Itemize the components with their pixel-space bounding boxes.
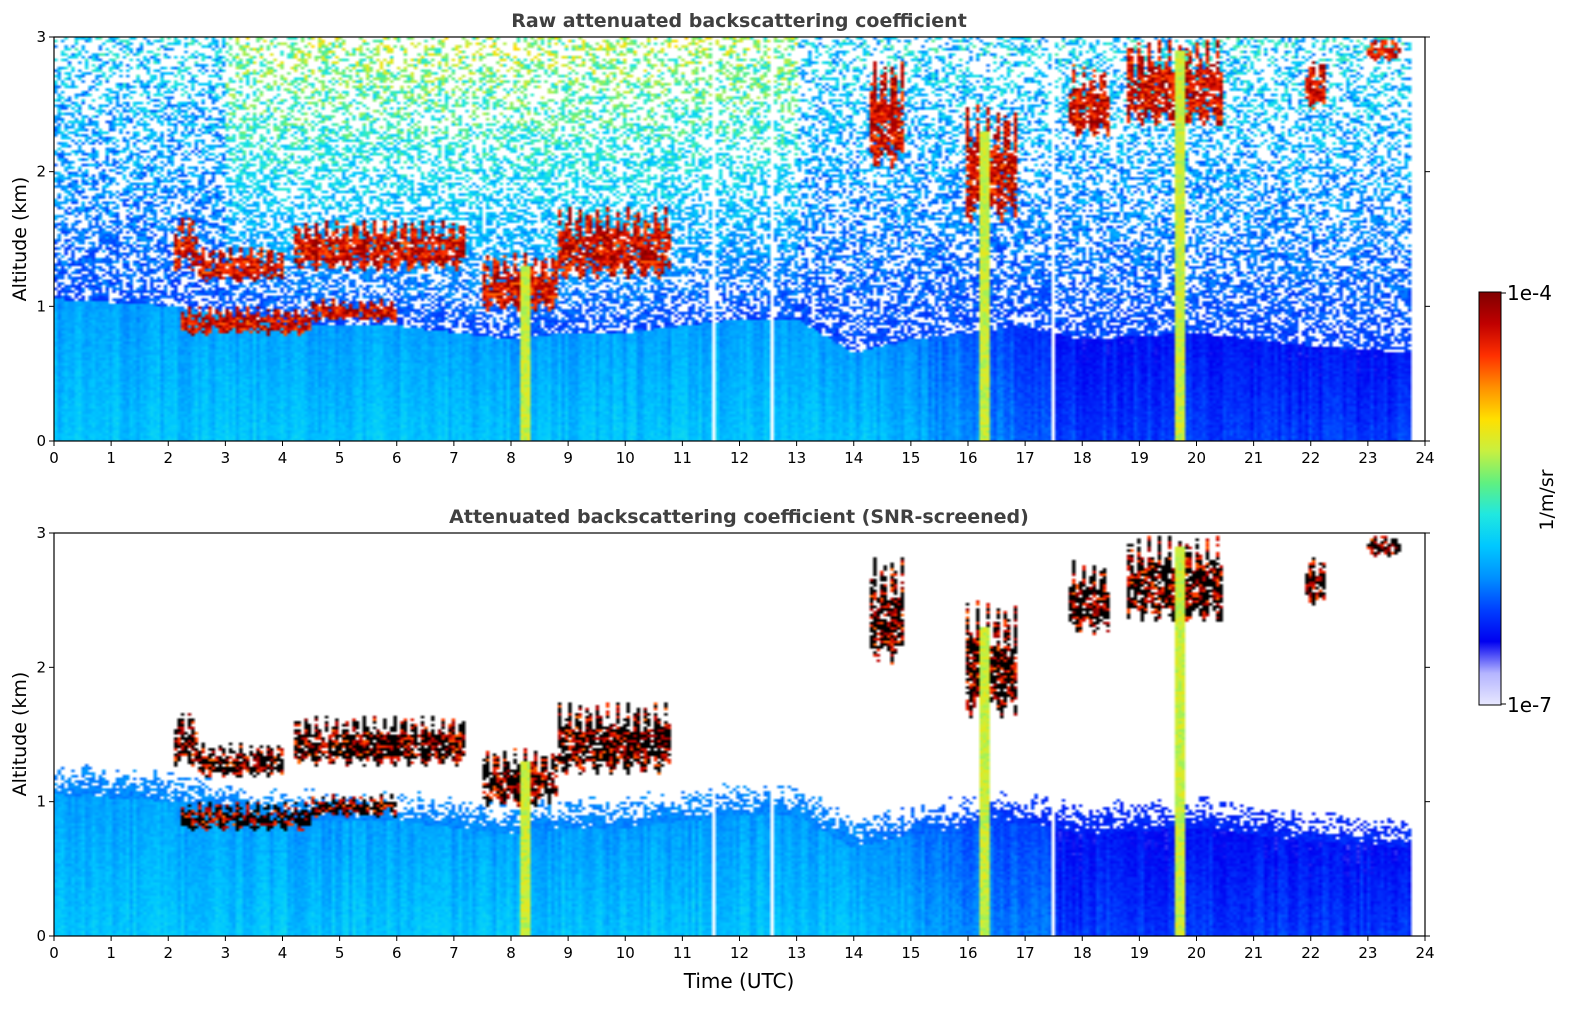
x-tick-label: 11 bbox=[673, 944, 692, 962]
x-tick-label: 11 bbox=[673, 449, 692, 467]
x-tick-label: 1 bbox=[106, 449, 116, 467]
x-tick-label: 5 bbox=[335, 449, 345, 467]
x-tick-label: 0 bbox=[49, 944, 59, 962]
x-tick-label: 3 bbox=[221, 944, 231, 962]
y-tick-label: 2 bbox=[36, 163, 46, 181]
panel-raw-ylabel: Altitude (km) bbox=[9, 177, 31, 302]
panel-raw-axes: 0 1 2 3 4 5 6 7 8 9 10 11 12 13 14 15 16 17 18 19 20 21 22 23 24… bbox=[36, 28, 1434, 467]
x-tick-label: 5 bbox=[335, 944, 345, 962]
panel-raw-heatmap bbox=[54, 37, 1425, 441]
x-tick-label: 15 bbox=[901, 449, 920, 467]
x-tick-label: 23 bbox=[1358, 449, 1377, 467]
x-tick-label: 6 bbox=[392, 944, 402, 962]
x-tick-label: 9 bbox=[563, 944, 573, 962]
y-tick-label: 3 bbox=[36, 28, 46, 46]
x-tick-label: 20 bbox=[1187, 944, 1206, 962]
panel-screened-title: Attenuated backscattering coefficient (S… bbox=[449, 506, 1029, 528]
panel-screened-heatmap bbox=[54, 533, 1425, 936]
x-tick-label: 10 bbox=[616, 944, 635, 962]
x-tick-label: 16 bbox=[958, 449, 977, 467]
y-tick-label: 2 bbox=[36, 658, 46, 676]
x-tick-label: 4 bbox=[278, 449, 288, 467]
panel-screened-ylabel: Altitude (km) bbox=[9, 672, 31, 797]
x-tick-label: 9 bbox=[563, 449, 573, 467]
x-tick-label: 7 bbox=[449, 449, 459, 467]
x-tick-label: 18 bbox=[1073, 449, 1092, 467]
x-tick-label: 21 bbox=[1244, 449, 1263, 467]
x-tick-label: 4 bbox=[278, 944, 288, 962]
x-tick-label: 24 bbox=[1415, 449, 1434, 467]
x-tick-label: 17 bbox=[1016, 944, 1035, 962]
panel-raw-title: Raw attenuated backscattering coefficien… bbox=[511, 10, 967, 32]
panel-raw: Raw attenuated backscattering coefficien… bbox=[9, 10, 1435, 467]
x-tick-label: 18 bbox=[1073, 944, 1092, 962]
x-tick-label: 13 bbox=[787, 944, 806, 962]
panel-screened: Attenuated backscattering coefficient (S… bbox=[9, 506, 1435, 993]
y-tick-label: 0 bbox=[36, 432, 46, 450]
x-tick-label: 24 bbox=[1415, 944, 1434, 962]
x-tick-label: 19 bbox=[1130, 449, 1149, 467]
colorbar-gradient bbox=[1478, 291, 1502, 706]
x-tick-label: 10 bbox=[616, 449, 635, 467]
x-tick-label: 12 bbox=[730, 449, 749, 467]
x-tick-label: 1 bbox=[106, 944, 116, 962]
x-tick-label: 0 bbox=[49, 449, 59, 467]
x-tick-label: 3 bbox=[221, 449, 231, 467]
colorbar-unit-label: 1/m/sr bbox=[1536, 469, 1558, 530]
x-tick-label: 20 bbox=[1187, 449, 1206, 467]
x-tick-label: 14 bbox=[844, 449, 863, 467]
colorbar-min-label: 1e-7 bbox=[1507, 693, 1552, 717]
x-tick-label: 8 bbox=[506, 449, 516, 467]
x-tick-label: 2 bbox=[163, 944, 173, 962]
y-tick-label: 3 bbox=[36, 524, 46, 542]
x-tick-label: 15 bbox=[901, 944, 920, 962]
y-tick-label: 1 bbox=[36, 297, 46, 315]
x-tick-label: 13 bbox=[787, 449, 806, 467]
x-tick-label: 22 bbox=[1301, 944, 1320, 962]
x-tick-label: 6 bbox=[392, 449, 402, 467]
x-tick-label: 22 bbox=[1301, 449, 1320, 467]
x-tick-label: 23 bbox=[1358, 944, 1377, 962]
x-tick-label: 21 bbox=[1244, 944, 1263, 962]
colorbar-max-label: 1e-4 bbox=[1507, 281, 1552, 305]
x-tick-label: 2 bbox=[163, 449, 173, 467]
x-tick-label: 17 bbox=[1016, 449, 1035, 467]
x-tick-label: 14 bbox=[844, 944, 863, 962]
x-tick-label: 16 bbox=[958, 944, 977, 962]
x-tick-label: 19 bbox=[1130, 944, 1149, 962]
x-tick-label: 12 bbox=[730, 944, 749, 962]
panel-screened-axes: 0 1 2 3 4 5 6 7 8 9 10 11 12 13 14 15 16 17 18 19 20 21 22 23 24… bbox=[36, 524, 1434, 962]
y-tick-label: 1 bbox=[36, 793, 46, 811]
colorbar: 1e-4 1e-7 1/m/sr bbox=[1478, 281, 1558, 717]
y-tick-label: 0 bbox=[36, 927, 46, 945]
panel-screened-xlabel: Time (UTC) bbox=[683, 969, 795, 993]
x-tick-label: 8 bbox=[506, 944, 516, 962]
x-tick-label: 7 bbox=[449, 944, 459, 962]
